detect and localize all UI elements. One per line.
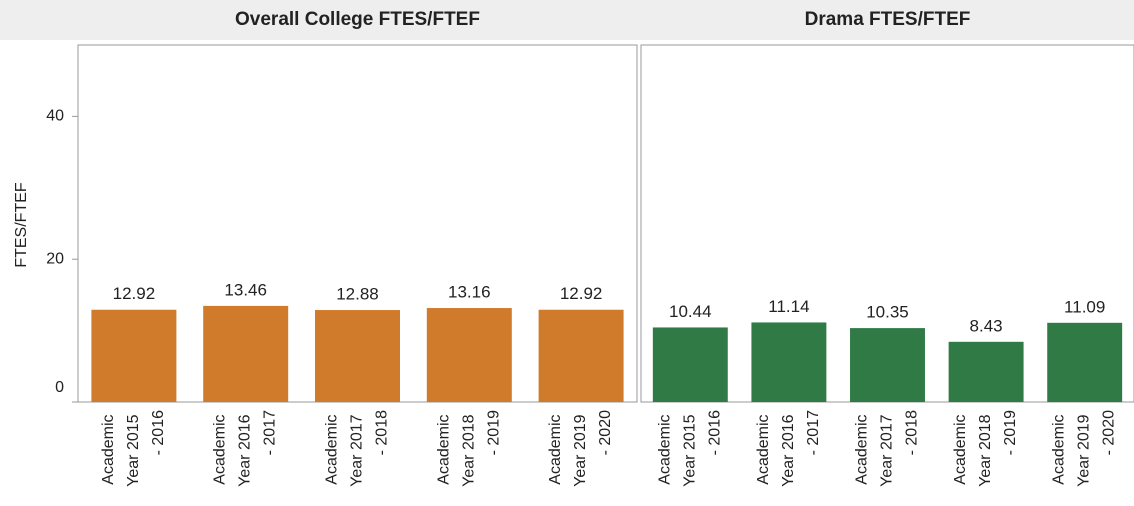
x-tick-label: Academic Year 2017 - 2018 [324,410,391,487]
x-tick-label: Academic Year 2018 - 2019 [436,410,503,487]
bar [315,310,400,402]
x-tick-label: Academic Year 2017 - 2018 [854,410,921,487]
value-label: 13.46 [224,280,267,299]
value-label: 8.43 [970,316,1003,335]
value-label: 10.35 [866,303,909,322]
header-band [0,0,1134,40]
y-axis-label: FTES/FTEF [13,182,30,268]
value-label: 11.14 [768,297,809,316]
x-tick-label: Academic Year 2019 - 2020 [547,410,614,487]
panel-title: Overall College FTES/FTEF [235,9,480,30]
x-tick-label: Academic Year 2018 - 2019 [952,410,1019,487]
x-tick-label: Academic Year 2015 - 2016 [100,410,167,487]
x-tick-label: Academic Year 2019 - 2020 [1051,410,1118,487]
x-tick-label: Academic Year 2016 - 2017 [212,410,279,487]
x-tick-label: Academic Year 2016 - 2017 [755,410,822,487]
value-label: 11.09 [1064,297,1105,316]
panel-title: Drama FTES/FTEF [805,9,971,30]
bar [751,322,827,402]
y-tick-label: 40 [46,108,64,125]
bar [91,309,177,402]
value-label: 13.16 [448,283,491,302]
value-label: 10.44 [669,302,712,321]
value-label: 12.88 [336,285,379,304]
y-tick-label: 20 [46,250,64,267]
bar [203,305,289,402]
value-label: 12.92 [113,284,156,303]
x-tick-label: Academic Year 2015 - 2016 [657,410,724,487]
y-tick-label: 0 [55,379,64,396]
bar [538,309,624,402]
value-label: 12.92 [560,284,603,303]
bar [948,341,1024,402]
bar [850,328,925,402]
bar [426,308,512,402]
bar [1047,322,1123,402]
bar [652,327,728,402]
